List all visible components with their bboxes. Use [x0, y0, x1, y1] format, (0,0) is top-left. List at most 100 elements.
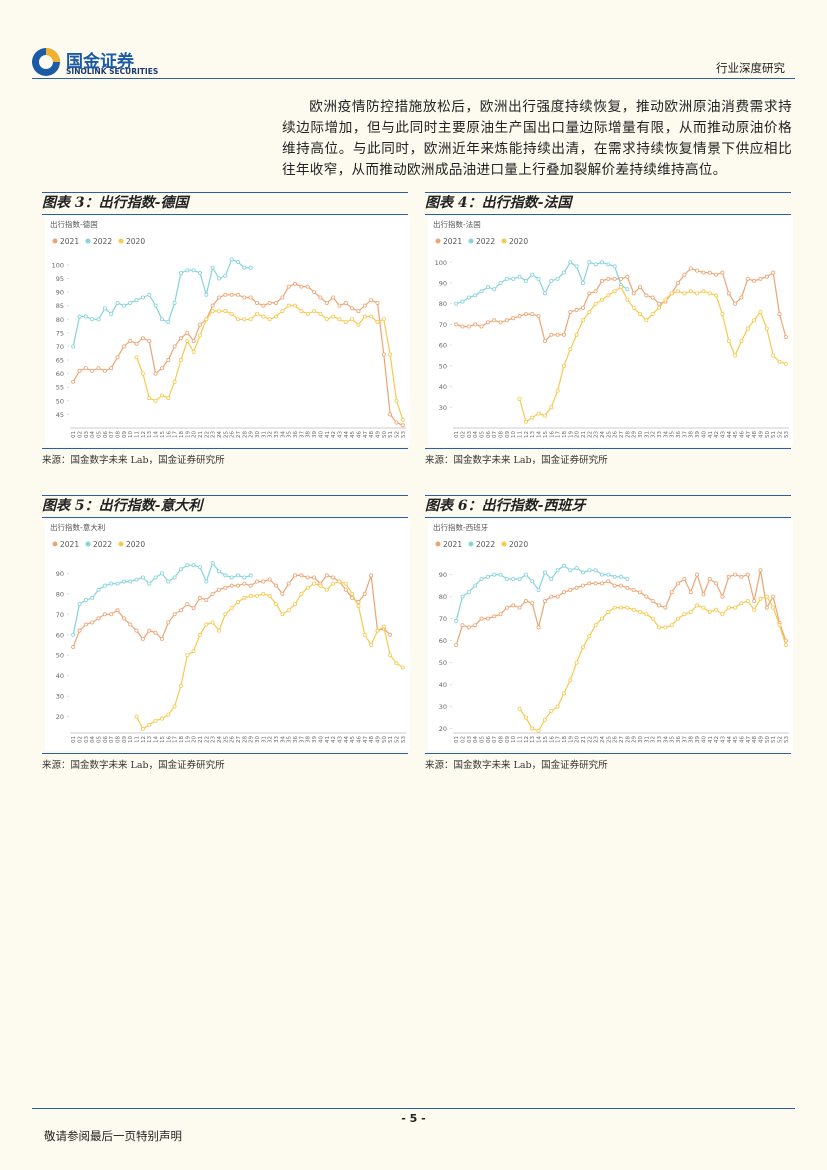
- data-point: [701, 270, 706, 275]
- data-point: [568, 588, 573, 593]
- data-point: [561, 590, 566, 595]
- data-point: [274, 583, 279, 588]
- legend-dot: [435, 541, 441, 547]
- data-point: [777, 623, 782, 628]
- x-tick-label: 22: [587, 736, 593, 743]
- logo-en: SINOLINK SECURITIES: [66, 67, 159, 76]
- y-tick-label: 50: [439, 659, 447, 667]
- data-point: [593, 623, 598, 628]
- y-tick-label: 50: [439, 362, 447, 370]
- data-point: [77, 628, 82, 633]
- data-point: [485, 285, 490, 290]
- data-point: [758, 568, 763, 573]
- data-point: [555, 704, 560, 709]
- x-tick-label: 06: [486, 431, 492, 438]
- data-point: [638, 285, 643, 290]
- x-tick-label: 16: [166, 736, 172, 743]
- data-point: [650, 295, 655, 300]
- data-point: [267, 300, 272, 305]
- data-point: [210, 303, 215, 308]
- data-point: [511, 276, 516, 281]
- data-point: [197, 595, 202, 600]
- data-point: [771, 353, 776, 358]
- x-tick-label: 10: [128, 736, 134, 743]
- data-point: [644, 318, 649, 323]
- data-point: [71, 632, 76, 637]
- logo-cn: 国金证券: [66, 52, 134, 72]
- data-point: [121, 616, 126, 621]
- y-tick-label: 95: [56, 275, 64, 283]
- data-point: [580, 583, 585, 588]
- data-point: [274, 300, 279, 305]
- data-point: [261, 303, 266, 308]
- data-point: [83, 366, 88, 371]
- data-point: [771, 605, 776, 610]
- data-point: [593, 581, 598, 586]
- data-point: [561, 563, 566, 568]
- data-point: [549, 332, 554, 337]
- plot-bg: [428, 216, 793, 446]
- x-tick-label: 20: [192, 736, 198, 743]
- x-tick-label: 15: [160, 736, 166, 743]
- x-tick-label: 27: [619, 431, 625, 438]
- data-point: [172, 344, 177, 349]
- data-point: [688, 610, 693, 615]
- data-point: [606, 276, 611, 281]
- data-point: [324, 573, 329, 578]
- data-point: [204, 317, 209, 322]
- data-point: [454, 618, 459, 623]
- x-tick-label: 11: [518, 736, 524, 743]
- data-point: [172, 612, 177, 617]
- x-tick-label: 29: [632, 736, 638, 743]
- data-point: [274, 602, 279, 607]
- legend-label: 2021: [443, 237, 462, 246]
- data-point: [536, 276, 541, 281]
- data-point: [96, 317, 101, 322]
- data-point: [235, 600, 240, 605]
- data-point: [248, 317, 253, 322]
- paragraph: 欧洲疫情防控措施放松后，欧洲出行强度持续恢复，推动欧洲原油消费需求持续边际增加，…: [282, 99, 792, 178]
- data-point: [542, 599, 547, 604]
- x-tick-label: 18: [562, 431, 568, 438]
- data-point: [669, 291, 674, 296]
- x-tick-label: 12: [141, 736, 147, 743]
- data-point: [235, 292, 240, 297]
- x-tick-label: 22: [587, 431, 593, 438]
- data-point: [293, 573, 298, 578]
- x-tick-label: 34: [280, 431, 286, 438]
- x-tick-label: 23: [211, 431, 217, 438]
- data-point: [783, 334, 788, 339]
- x-tick-label: 32: [651, 736, 657, 743]
- legend-label: 2020: [126, 237, 145, 246]
- data-point: [530, 415, 535, 420]
- x-tick-label: 01: [454, 431, 460, 438]
- x-tick-label: 14: [154, 736, 160, 743]
- data-point: [764, 326, 769, 331]
- data-point: [504, 318, 509, 323]
- data-point: [331, 575, 336, 580]
- data-point: [350, 317, 355, 322]
- x-tick-label: 28: [242, 431, 248, 438]
- x-tick-label: 16: [549, 736, 555, 743]
- x-tick-label: 40: [318, 736, 324, 743]
- data-point: [204, 579, 209, 584]
- data-point: [587, 260, 592, 265]
- data-point: [498, 572, 503, 577]
- data-point: [191, 339, 196, 344]
- data-point: [229, 583, 234, 588]
- data-point: [388, 352, 393, 357]
- x-tick-label: 15: [543, 431, 549, 438]
- data-point: [299, 309, 304, 314]
- data-point: [650, 312, 655, 317]
- data-point: [166, 396, 171, 401]
- x-tick-label: 48: [752, 736, 758, 743]
- data-point: [625, 297, 630, 302]
- data-point: [758, 276, 763, 281]
- data-point: [356, 309, 361, 314]
- y-tick-label: 65: [56, 357, 64, 365]
- data-point: [587, 634, 592, 639]
- x-tick-label: 35: [670, 431, 676, 438]
- data-point: [267, 593, 272, 598]
- data-point: [331, 295, 336, 300]
- data-point: [733, 301, 738, 306]
